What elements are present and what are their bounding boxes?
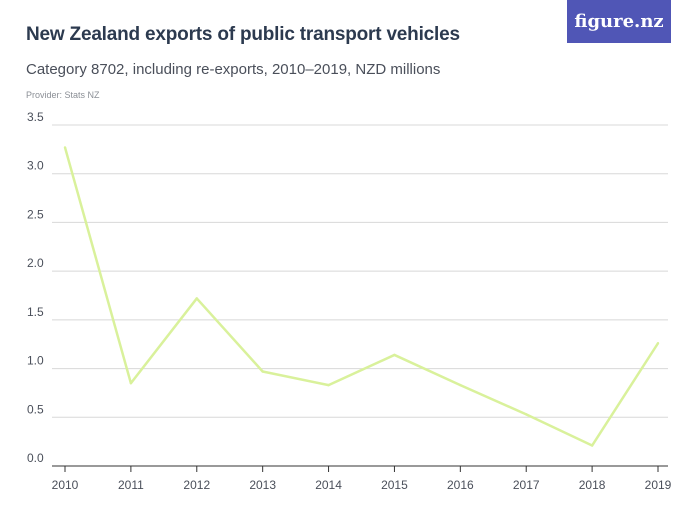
data-provider: Provider: Stats NZ	[26, 90, 100, 100]
y-tick-label: 3.5	[27, 110, 44, 124]
x-tick-label: 2017	[513, 478, 540, 492]
x-tick-label: 2016	[447, 478, 474, 492]
data-point[interactable]	[129, 381, 133, 385]
x-tick-label: 2013	[249, 478, 276, 492]
y-tick-label: 1.0	[27, 354, 44, 368]
y-tick-label: 2.0	[27, 256, 44, 270]
x-tick-label: 2011	[118, 478, 144, 492]
x-axis-ticks: 2010 2011 2012 2013 2014 2015 2016 2017 2018 2019	[52, 466, 672, 492]
data-point[interactable]	[590, 444, 594, 447]
x-tick-label: 2014	[315, 478, 342, 492]
data-point[interactable]	[393, 353, 396, 357]
data-point[interactable]	[63, 146, 67, 149]
x-tick-label: 2012	[183, 478, 210, 492]
figure-nz-logo[interactable]: figure.nz	[567, 0, 671, 43]
y-axis-ticks: 0.0 0.5 1.0 1.5 2.0 2.5 3.0 3.5	[27, 110, 44, 465]
series-line	[63, 147, 660, 447]
data-point[interactable]	[195, 297, 198, 300]
data-point[interactable]	[459, 383, 462, 387]
data-point[interactable]	[525, 413, 528, 416]
data-point[interactable]	[656, 342, 660, 345]
grid-lines	[52, 124, 668, 467]
x-tick-label: 2015	[381, 478, 408, 492]
chart-title: New Zealand exports of public transport …	[26, 24, 460, 45]
chart-subtitle: Category 8702, including re-exports, 201…	[26, 61, 441, 78]
data-point[interactable]	[261, 370, 264, 373]
y-tick-label: 0.0	[27, 451, 44, 465]
y-tick-label: 0.5	[27, 402, 44, 416]
x-tick-label: 2010	[52, 478, 79, 492]
y-tick-label: 1.5	[27, 305, 44, 319]
x-tick-label: 2018	[579, 478, 606, 492]
y-tick-label: 3.0	[27, 159, 44, 173]
data-point[interactable]	[327, 383, 330, 387]
series-group	[63, 146, 660, 447]
x-tick-label: 2019	[645, 478, 672, 492]
y-tick-label: 2.5	[27, 207, 44, 221]
